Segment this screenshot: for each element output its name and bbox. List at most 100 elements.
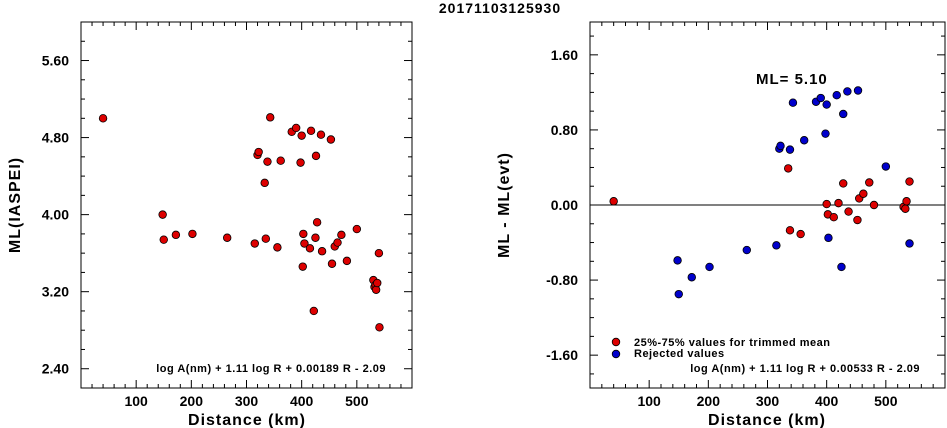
right-panel: 100 200 300 400 500 -1.60 -0.80 0.00 0.80 1.60 ML… bbox=[496, 21, 946, 428]
legend-rejected-marker bbox=[611, 349, 621, 359]
right-y-axis-label: ML - ML(evt) bbox=[496, 152, 513, 258]
data-point bbox=[853, 215, 862, 225]
data-point bbox=[901, 204, 910, 213]
rejected-data-point bbox=[843, 87, 852, 96]
data-point bbox=[333, 238, 342, 247]
y-tick-label: -0.80 bbox=[546, 272, 578, 288]
data-point bbox=[326, 135, 336, 144]
x-tick-label: 400 bbox=[290, 393, 314, 409]
rejected-data-point bbox=[776, 141, 785, 151]
y-tick-label: 5.60 bbox=[42, 53, 69, 69]
y-tick-label: 4.00 bbox=[42, 207, 69, 223]
x-tick-label: 200 bbox=[697, 393, 721, 409]
data-point bbox=[312, 218, 322, 227]
data-point bbox=[188, 229, 197, 239]
data-point bbox=[298, 262, 307, 271]
rejected-data-point bbox=[785, 145, 795, 154]
data-point bbox=[222, 233, 232, 242]
data-point bbox=[158, 210, 167, 219]
data-point bbox=[263, 157, 272, 166]
left-x-axis-label: Distance (km) bbox=[188, 412, 306, 428]
data-point bbox=[273, 243, 282, 252]
rejected-data-point bbox=[881, 162, 891, 171]
data-point bbox=[261, 234, 271, 243]
data-point bbox=[159, 235, 168, 244]
y-tick-label: 1.60 bbox=[551, 47, 578, 63]
data-point bbox=[260, 178, 269, 188]
y-tick-label: -1.60 bbox=[546, 347, 578, 363]
data-point bbox=[254, 147, 263, 157]
figure-title: 20171103125930 bbox=[439, 0, 561, 16]
data-point bbox=[373, 278, 382, 288]
data-point bbox=[822, 199, 831, 209]
data-point bbox=[375, 323, 384, 332]
ml-value-label: ML= 5.10 bbox=[756, 71, 828, 88]
data-point bbox=[300, 239, 309, 248]
data-point bbox=[859, 189, 868, 198]
data-point bbox=[609, 197, 618, 206]
data-point bbox=[834, 198, 843, 208]
legend-accepted-marker bbox=[611, 337, 621, 347]
data-point bbox=[266, 113, 275, 122]
x-tick-label: 200 bbox=[180, 393, 204, 409]
data-point bbox=[784, 164, 793, 173]
x-tick-label: 100 bbox=[637, 393, 661, 409]
right-ticks bbox=[590, 22, 945, 388]
data-point bbox=[250, 239, 259, 248]
data-point bbox=[171, 230, 181, 240]
rejected-data-point bbox=[822, 100, 831, 109]
y-tick-label: 0.00 bbox=[551, 197, 578, 213]
data-point bbox=[902, 197, 911, 206]
data-point bbox=[309, 306, 319, 316]
left-points bbox=[98, 113, 384, 332]
data-point bbox=[371, 285, 381, 294]
rejected-data-point bbox=[853, 86, 863, 95]
data-point bbox=[342, 256, 352, 266]
data-point bbox=[327, 259, 337, 268]
rejected-data-point bbox=[821, 129, 830, 138]
data-point bbox=[785, 226, 795, 235]
legend-rejected-label: Rejected values bbox=[634, 348, 725, 360]
rejected-data-point bbox=[824, 233, 833, 243]
data-point bbox=[299, 229, 308, 239]
data-point bbox=[829, 212, 838, 222]
data-point bbox=[276, 156, 285, 165]
data-point bbox=[306, 126, 316, 136]
rejected-data-point bbox=[788, 98, 798, 107]
data-point bbox=[297, 131, 306, 140]
data-point bbox=[844, 207, 853, 216]
data-point bbox=[337, 230, 346, 240]
rejected-data-point bbox=[705, 262, 714, 272]
right-formula: log A(nm) + 1.11 log R + 0.00533 R - 2.0… bbox=[690, 363, 920, 375]
data-point bbox=[869, 200, 879, 210]
x-tick-label: 500 bbox=[874, 393, 898, 409]
x-tick-label: 100 bbox=[124, 393, 148, 409]
x-tick-label: 300 bbox=[235, 393, 259, 409]
data-point bbox=[98, 114, 108, 123]
data-point bbox=[796, 229, 805, 239]
y-tick-label: 2.40 bbox=[42, 361, 69, 377]
rejected-data-point bbox=[839, 109, 848, 119]
data-point bbox=[311, 151, 321, 161]
x-tick-label: 400 bbox=[815, 393, 839, 409]
left-formula: log A(nm) + 1.11 log R + 0.00189 R - 2.0… bbox=[156, 363, 386, 375]
data-point bbox=[305, 244, 315, 253]
rejected-data-point bbox=[816, 93, 825, 103]
data-point bbox=[311, 233, 320, 242]
rejected-data-point bbox=[832, 90, 841, 100]
data-point bbox=[317, 247, 327, 256]
rejected-data-point bbox=[837, 262, 846, 272]
left-plot-frame bbox=[80, 21, 413, 389]
rejected-data-point bbox=[799, 136, 809, 145]
left-panel: 100 200 300 400 500 2.40 3.20 4.00 4.80 5.60 log … bbox=[7, 21, 413, 428]
left-y-axis-label: ML(IASPEI) bbox=[7, 157, 24, 253]
rejected-data-point bbox=[905, 239, 914, 248]
data-point bbox=[352, 224, 362, 234]
y-tick-label: 4.80 bbox=[42, 130, 69, 146]
rejected-data-point bbox=[687, 273, 696, 282]
data-point bbox=[316, 130, 326, 139]
y-tick-label: 0.80 bbox=[551, 122, 578, 138]
data-point bbox=[839, 179, 848, 188]
right-tick-labels: 100 200 300 400 500 -1.60 -0.80 0.00 0.80 1.60 bbox=[546, 47, 898, 409]
rejected-data-point bbox=[674, 289, 683, 299]
